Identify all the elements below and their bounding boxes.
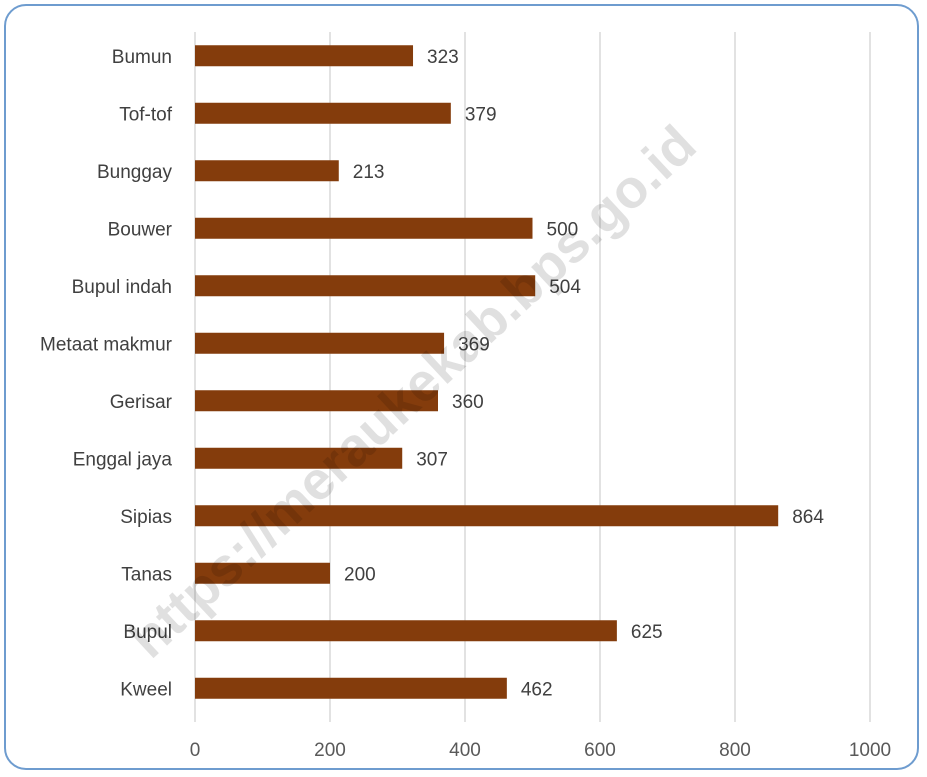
x-tick-label: 600 [584, 740, 616, 761]
data-label: 369 [458, 334, 490, 355]
data-label: 462 [521, 679, 553, 700]
data-label: 200 [344, 564, 376, 585]
bar [195, 217, 533, 239]
gridlines [194, 32, 871, 722]
bar [195, 390, 438, 412]
data-label: 500 [547, 219, 579, 240]
bar [195, 505, 779, 527]
category-label: Bunggay [97, 162, 173, 183]
chart-frame [4, 4, 919, 770]
category-label: Bupul [123, 622, 172, 643]
category-label: Enggal jaya [73, 449, 173, 470]
bar [195, 562, 330, 584]
category-label: Bupul indah [72, 277, 172, 298]
data-labels: 323 379 213 500 504 369 360 307 864 200 625 462 [344, 47, 824, 701]
category-label: Tanas [121, 564, 172, 585]
category-label: Kweel [120, 679, 172, 700]
bars [195, 45, 779, 699]
bar [195, 45, 414, 67]
category-label: Tof-tof [119, 104, 173, 125]
category-label: Gerisar [110, 392, 173, 413]
x-tick-label: 0 [190, 740, 201, 761]
category-label: Metaat makmur [40, 334, 173, 355]
data-label: 625 [631, 622, 663, 643]
bar [195, 275, 536, 297]
data-label: 323 [427, 47, 459, 68]
data-label: 504 [549, 277, 581, 298]
bar [195, 160, 339, 182]
bar [195, 102, 451, 124]
category-labels: Bumun Tof-tof Bunggay Bouwer Bupul indah Meta… [40, 47, 173, 701]
bar [195, 447, 403, 469]
x-tick-label: 800 [719, 740, 751, 761]
data-label: 379 [465, 104, 497, 125]
category-label: Bouwer [108, 219, 173, 240]
category-label: Sipias [120, 507, 172, 528]
bar [195, 620, 617, 642]
data-label: 864 [792, 507, 824, 528]
x-tick-label: 400 [449, 740, 481, 761]
x-tick-label: 200 [314, 740, 346, 761]
data-label: 360 [452, 392, 484, 413]
data-label: 307 [416, 449, 448, 470]
bar [195, 677, 507, 699]
x-tick-label: 1000 [849, 740, 891, 761]
category-label: Bumun [112, 47, 172, 68]
bar [195, 332, 445, 354]
data-label: 213 [353, 162, 385, 183]
x-axis-tick-labels: 0 200 400 600 800 1000 [190, 740, 891, 761]
